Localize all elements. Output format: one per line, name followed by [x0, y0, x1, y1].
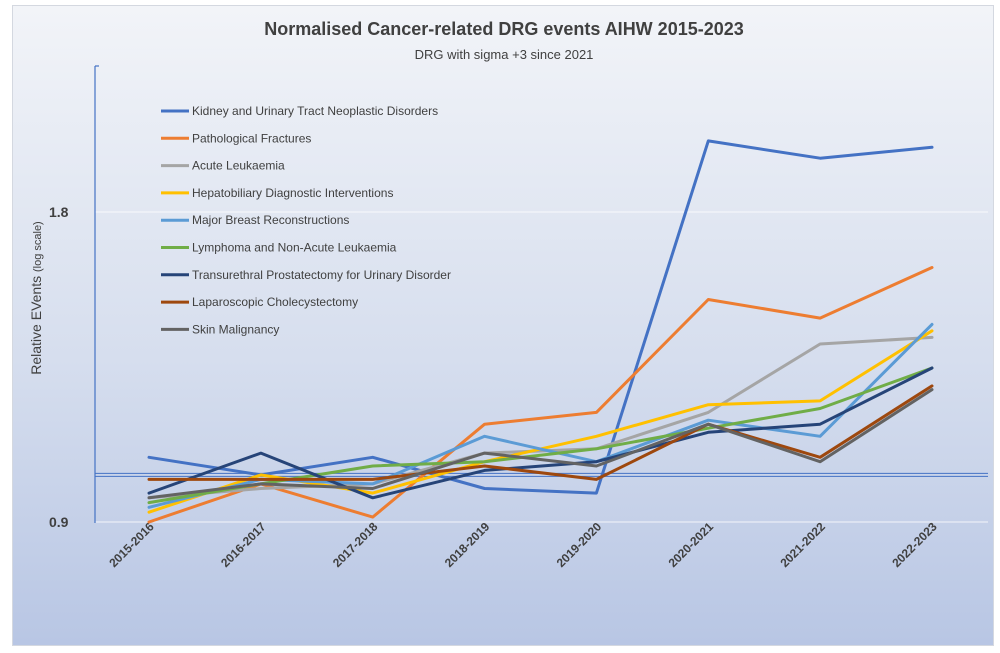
legend-label: Pathological Fractures — [192, 131, 311, 145]
y-tick-label: 1.8 — [49, 204, 69, 220]
legend-label: Hepatobiliary Diagnostic Interventions — [192, 186, 393, 200]
x-tick-label: 2018-2019 — [442, 519, 493, 570]
legend-label: Lymphoma and Non-Acute Leukaemia — [192, 241, 397, 255]
legend-label: Transurethral Prostatectomy for Urinary … — [192, 268, 451, 282]
chart-title: Normalised Cancer-related DRG events AIH… — [264, 19, 744, 39]
x-tick-label: 2017-2018 — [330, 519, 381, 570]
y-tick-label: 0.9 — [49, 514, 69, 530]
series-line-8 — [147, 384, 934, 481]
chart-area: Normalised Cancer-related DRG events AIH… — [12, 5, 994, 646]
x-tick-label: 2019-2020 — [554, 519, 605, 570]
series-line-9 — [147, 388, 934, 500]
x-tick-label: 2015-2016 — [106, 519, 157, 570]
legend-label: Kidney and Urinary Tract Neoplastic Diso… — [192, 104, 438, 118]
chart-svg: 1.8 0.9 Relative EVents (log scale) 2015-20… — [28, 65, 988, 570]
chart-subtitle: DRG with sigma +3 since 2021 — [414, 47, 594, 62]
x-tick-label: 2021-2022 — [777, 519, 828, 570]
x-tick-label: 2016-2017 — [218, 519, 269, 570]
series-line-2 — [147, 266, 934, 524]
x-tick-label: 2020-2021 — [666, 519, 717, 570]
legend-label: Major Breast Reconstructions — [192, 213, 349, 227]
series-line-3 — [147, 335, 934, 500]
series-line-7 — [147, 366, 934, 500]
legend-label: Acute Leukaemia — [192, 159, 285, 173]
legend-label: Laparoscopic Cholecystectomy — [192, 295, 358, 309]
legend-label: Skin Malignancy — [192, 322, 279, 336]
y-axis-label: Relative EVents (log scale) — [28, 221, 44, 374]
x-tick-label: 2022-2023 — [889, 519, 940, 570]
y-axis-label-suffix: (log scale) — [32, 221, 44, 272]
series-line-1 — [147, 139, 934, 495]
series-line-6 — [147, 366, 934, 505]
